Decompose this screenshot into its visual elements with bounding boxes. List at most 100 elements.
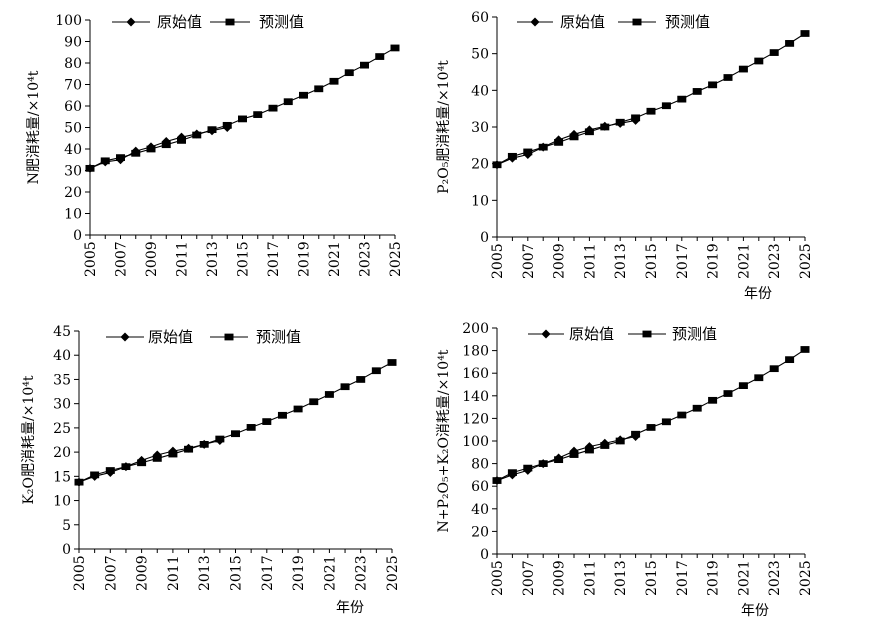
y-tick-label: 30 [53, 397, 71, 413]
data-point-predicted [105, 467, 115, 474]
y-tick-label: 50 [471, 47, 489, 63]
x-tick-label: 2013 [197, 555, 213, 591]
data-point-predicted [538, 460, 548, 467]
data-point-predicted [371, 367, 381, 375]
x-tick-label: 2021 [736, 560, 752, 596]
data-point-predicted [738, 65, 748, 73]
data-point-predicted [387, 359, 397, 366]
data-point-predicted [769, 49, 779, 56]
data-point-predicted [74, 478, 84, 486]
y-tick-label: 60 [64, 99, 82, 115]
legend-label-original: 原始值 [569, 325, 614, 343]
x-tick-label: 2021 [327, 241, 343, 277]
x-tick-label: 2023 [767, 243, 783, 279]
x-axis-label: 年份 [744, 286, 772, 302]
x-tick-label: 2011 [582, 560, 598, 596]
data-point-predicted [507, 469, 517, 477]
x-tick-label: 2023 [358, 241, 374, 277]
y-tick-label: 60 [471, 479, 489, 495]
data-point-predicted [116, 154, 125, 161]
legend-label-original: 原始值 [148, 328, 193, 346]
x-tick-label: 2023 [767, 560, 783, 596]
y-tick-label: 200 [462, 321, 489, 337]
y-tick-label: 15 [53, 469, 71, 485]
data-point-predicted [222, 121, 232, 129]
data-point-predicted [90, 471, 100, 479]
y-tick-label: 20 [64, 185, 82, 201]
y-tick-label: 10 [471, 193, 489, 209]
y-tick-label: 0 [73, 228, 82, 244]
y-axis-label: K₂O肥消耗量/×10⁴t [21, 375, 37, 504]
x-tick-label: 2021 [736, 243, 752, 279]
y-tick-label: 35 [53, 372, 71, 388]
data-point-predicted [738, 382, 748, 390]
data-point-predicted [192, 131, 202, 139]
series-line [496, 119, 636, 166]
data-point-predicted [708, 396, 718, 404]
x-tick-label: 2005 [72, 555, 88, 591]
data-point-predicted [238, 115, 247, 123]
data-point-predicted [569, 133, 579, 141]
data-point-predicted [523, 464, 533, 472]
legend-label-predicted: 预测值 [256, 328, 301, 346]
x-tick-label: 2009 [144, 241, 160, 277]
data-point-predicted [262, 418, 272, 425]
x-tick-label: 2005 [490, 243, 506, 279]
series-predicted [85, 44, 400, 172]
data-point-predicted [293, 405, 303, 413]
x-tick-label: 2005 [490, 560, 506, 596]
legend-label-original: 原始值 [560, 13, 605, 31]
data-point-predicted [723, 390, 733, 397]
x-tick-label: 2013 [613, 560, 629, 596]
data-point-predicted [324, 391, 334, 398]
y-tick-label: 0 [62, 542, 71, 558]
y-tick-label: 20 [471, 157, 489, 173]
x-tick-label: 2015 [236, 241, 252, 277]
x-tick-label: 2007 [521, 560, 537, 596]
data-point-predicted [615, 118, 625, 126]
data-point-predicted [584, 128, 594, 136]
data-point-predicted [309, 398, 319, 406]
y-tick-label: 100 [55, 13, 82, 29]
y-axis-label: N肥消耗量/×10⁴t [26, 70, 42, 184]
y-tick-label: 140 [462, 389, 489, 405]
x-tick-label: 2007 [521, 243, 537, 279]
x-tick-label: 2015 [644, 243, 660, 279]
data-point-predicted [569, 451, 579, 458]
data-point-predicted [329, 77, 339, 85]
x-tick-label: 2019 [706, 560, 722, 596]
data-point-predicted [538, 143, 548, 151]
data-point-predicted [600, 442, 610, 449]
y-tick-label: 10 [53, 494, 71, 510]
data-point-predicted [692, 404, 702, 412]
data-point-predicted [356, 376, 366, 383]
y-tick-label: 70 [64, 78, 82, 94]
data-point-predicted [314, 85, 324, 93]
data-point-predicted [299, 91, 308, 99]
data-point-predicted [184, 445, 194, 453]
y-tick-label: 40 [471, 83, 489, 99]
x-tick-label: 2025 [385, 555, 401, 591]
data-point-predicted [661, 102, 671, 110]
legend-marker-predicted [642, 330, 652, 338]
y-tick-label: 120 [462, 411, 489, 427]
data-point-predicted [754, 57, 764, 65]
y-tick-label: 160 [462, 366, 489, 382]
y-tick-label: 5 [62, 518, 71, 534]
data-point-predicted [344, 69, 354, 77]
x-tick-label: 2015 [229, 555, 245, 591]
data-point-predicted [554, 139, 564, 146]
data-point-predicted [677, 95, 687, 103]
data-point-predicted [168, 450, 178, 458]
data-point-predicted [584, 446, 594, 454]
data-point-predicted [708, 81, 718, 89]
legend: 原始值 预测值 [106, 328, 301, 346]
series-line [78, 439, 220, 483]
legend: 原始值 预测值 [528, 325, 717, 343]
y-tick-label: 30 [64, 164, 82, 180]
data-point-predicted [492, 161, 502, 169]
x-tick-label: 2015 [644, 560, 660, 596]
data-point-predicted [283, 98, 293, 106]
